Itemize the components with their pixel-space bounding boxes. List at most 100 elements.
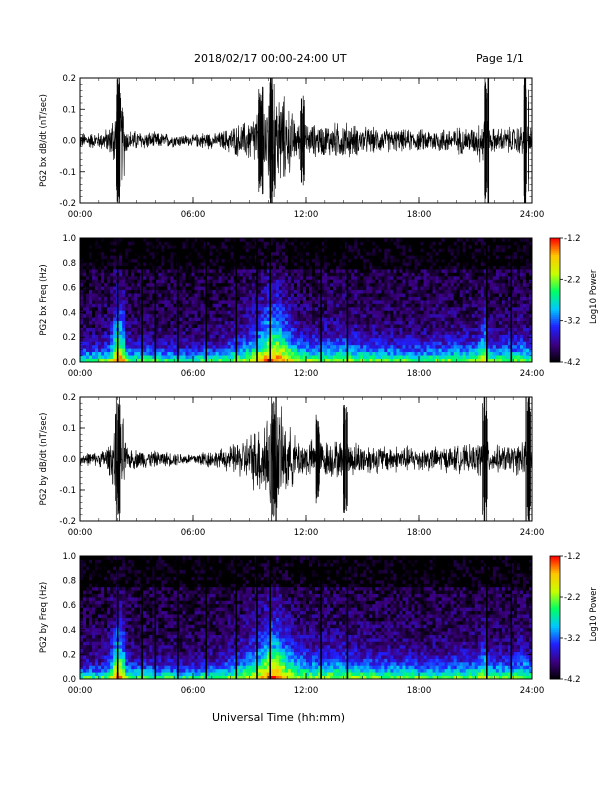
spectrogram-cell	[351, 327, 355, 332]
spectrogram-cell	[158, 286, 162, 291]
spectrogram-cell	[146, 355, 150, 359]
spectrogram-cell	[375, 320, 379, 325]
spectrogram-cell	[435, 251, 439, 256]
spectrogram-cell	[293, 351, 298, 356]
spectrogram-cell	[474, 279, 479, 284]
spectrogram-cell	[110, 300, 114, 304]
spectrogram-cell	[426, 241, 430, 246]
spectrogram-cell	[125, 293, 129, 297]
spectrogram-cell	[306, 358, 310, 362]
spectrogram-cell	[161, 265, 165, 270]
spectrogram-cell	[251, 251, 256, 256]
spectrogram-cell	[393, 358, 397, 362]
spectrogram-cell	[206, 272, 210, 277]
spectrogram-cell	[137, 310, 141, 315]
spectrogram-cell	[197, 275, 201, 280]
spectrogram-cell	[447, 248, 452, 253]
spectrogram-cell	[182, 258, 186, 263]
spectrogram-cell	[336, 320, 340, 325]
spectrogram-cell	[155, 324, 159, 328]
spectrogram-cell	[179, 238, 183, 242]
spectrogram-cell	[468, 351, 473, 356]
spectrogram-cell	[441, 317, 446, 322]
spectrogram-cell	[197, 317, 201, 322]
spectrogram-cell	[230, 248, 235, 253]
spectrogram-cell	[423, 255, 427, 260]
spectrogram-cell	[152, 282, 156, 287]
spectrogram-cell	[393, 351, 397, 356]
spectrogram-cell	[275, 348, 280, 353]
spectrogram-cell	[134, 341, 138, 346]
spectrogram-cell	[137, 269, 141, 273]
spectrogram-cell	[290, 289, 295, 294]
spectrogram-cell	[95, 289, 99, 294]
spectrogram-cell	[164, 244, 168, 249]
spectrogram-cell	[384, 344, 388, 349]
spectrogram-cell	[212, 310, 216, 315]
spectrogram-cell	[306, 351, 310, 356]
spectrogram-cell	[170, 337, 174, 342]
spectrogram-cell	[164, 320, 168, 325]
spectrogram-cell	[441, 310, 446, 315]
spectrogram-cell	[128, 337, 132, 342]
spectrogram-cell	[399, 327, 403, 332]
spectrogram-cell	[411, 331, 415, 335]
spectrogram-cell	[447, 331, 452, 335]
spectrogram-cell	[92, 244, 96, 249]
spectrogram-cell	[284, 279, 289, 284]
spectrogram-cell	[128, 303, 132, 308]
spectrogram-cell	[366, 265, 370, 270]
spectrogram-cell	[441, 265, 446, 270]
spectrogram-cell	[92, 324, 96, 328]
spectrogram-cell	[188, 313, 192, 318]
spectrogram-cell	[110, 303, 114, 308]
spectrogram-cell	[218, 358, 223, 362]
spectrogram-cell	[366, 286, 370, 291]
spectrogram-cell	[363, 269, 367, 273]
spectrogram-cell	[242, 300, 247, 304]
spectrogram-cell	[251, 275, 256, 280]
spectrogram-cell	[399, 286, 403, 291]
spectrogram-cell	[309, 300, 313, 304]
spectrogram-cell	[450, 272, 455, 277]
spectrogram-cell	[224, 258, 229, 263]
spectrogram-cell	[209, 341, 213, 346]
spectrogram-cell	[324, 358, 328, 362]
spectrogram-cell	[378, 241, 382, 246]
spectrogram-cell	[290, 293, 295, 297]
spectrogram-cell	[122, 279, 126, 284]
spectrogram-cell	[372, 258, 376, 263]
spectrogram-cell	[125, 334, 129, 339]
spectrogram-cell	[89, 251, 93, 256]
spectrogram-cell	[351, 255, 355, 260]
spectrogram-cell	[462, 275, 467, 280]
spectrogram-cell	[414, 282, 418, 287]
spectrogram-cell	[293, 265, 298, 270]
spectrogram-cell	[420, 344, 424, 349]
spectrogram-cell	[462, 251, 467, 256]
spectrogram-cell	[339, 324, 343, 328]
spectrogram-cell	[89, 344, 93, 349]
spectrogram-cell	[206, 306, 210, 311]
spectrogram-cell	[170, 327, 174, 332]
spectrogram-cell	[438, 286, 442, 291]
spectrogram-cell	[290, 320, 295, 325]
spectrogram-cell	[327, 255, 331, 260]
spectrogram-cell	[239, 279, 244, 284]
spectrogram-cell	[227, 358, 232, 362]
spectrogram-cell	[194, 279, 198, 284]
spectrogram-cell	[188, 258, 192, 263]
spectrogram-cell	[161, 279, 165, 284]
spectrogram-cell	[411, 293, 415, 297]
spectrogram-cell	[89, 355, 93, 359]
spectrogram-cell	[290, 358, 295, 362]
spectrogram-cell	[477, 272, 482, 277]
spectrogram-cell	[302, 324, 307, 328]
spectrogram-cell	[432, 334, 436, 339]
spectrogram-cell	[107, 327, 111, 332]
spectrogram-cell	[381, 337, 385, 342]
spectrogram-cell	[245, 358, 250, 362]
spectrogram-cell	[423, 313, 427, 318]
spectrogram-cell	[197, 324, 201, 328]
spectrogram-cell	[423, 241, 427, 246]
